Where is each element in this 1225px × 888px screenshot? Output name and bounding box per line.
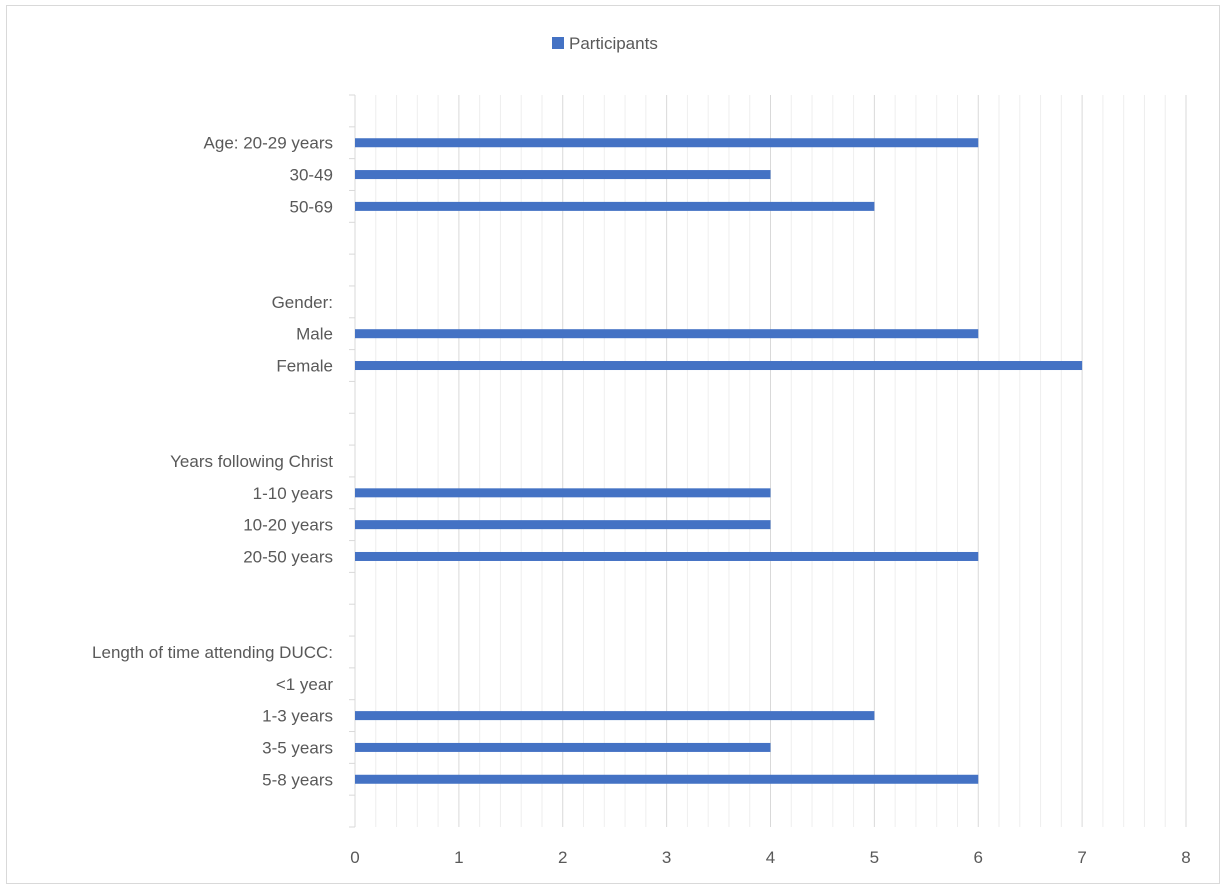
category-label: <1 year: [276, 675, 334, 694]
value-tick-label: 5: [870, 848, 879, 867]
category-label: 5-8 years: [262, 770, 333, 789]
bar: [355, 520, 771, 530]
bar: [355, 329, 979, 339]
value-tick-label: 4: [766, 848, 775, 867]
category-label: 20-50 years: [243, 547, 333, 566]
value-tick-label: 1: [454, 848, 463, 867]
value-tick-label: 8: [1181, 848, 1190, 867]
legend-label: Participants: [569, 34, 658, 53]
value-tick-label: 7: [1077, 848, 1086, 867]
category-label: Gender:: [272, 293, 333, 312]
bar: [355, 488, 771, 498]
bar: [355, 138, 979, 148]
category-label: Length of time attending DUCC:: [92, 643, 333, 662]
category-label: 1-3 years: [262, 707, 333, 726]
category-label: 10-20 years: [243, 516, 333, 535]
bar: [355, 170, 771, 180]
value-tick-label: 2: [558, 848, 567, 867]
legend: Participants: [552, 34, 658, 53]
bar: [355, 774, 979, 784]
bar: [355, 742, 771, 752]
category-label: 50-69: [290, 197, 333, 216]
value-tick-label: 0: [350, 848, 359, 867]
bar: [355, 201, 875, 211]
bar: [355, 711, 875, 721]
bar: [355, 551, 979, 561]
value-axis-labels: 0 1 2 3 4 5 6 7 8: [350, 848, 1190, 867]
category-label: 1-10 years: [253, 484, 333, 503]
bar: [355, 361, 1083, 371]
bar-series: [355, 138, 1083, 784]
category-label: Male: [296, 325, 333, 344]
category-label: Female: [276, 357, 333, 376]
category-label: 30-49: [290, 166, 333, 185]
value-tick-label: 3: [662, 848, 671, 867]
category-label: Age: 20-29 years: [204, 134, 333, 153]
chart-frame: [6, 5, 1220, 884]
legend-swatch: [552, 37, 564, 49]
category-labels: Age: 20-29 years 30-49 50-69 Gender: Male Fem…: [92, 134, 333, 790]
category-axis: [349, 94, 356, 828]
grid-lines: [375, 95, 1187, 827]
category-label: 3-5 years: [262, 738, 333, 757]
value-tick-label: 6: [974, 848, 983, 867]
category-label: Years following Christ: [170, 452, 333, 471]
